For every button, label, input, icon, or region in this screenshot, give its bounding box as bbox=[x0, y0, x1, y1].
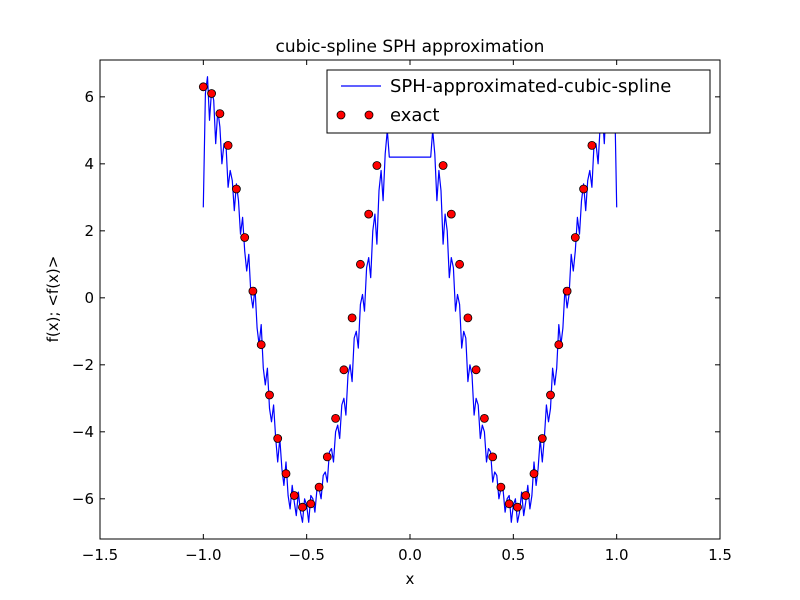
y-tick-label: 4 bbox=[84, 155, 94, 173]
axis-ticks: −1.5 −1.0 −0.5 0.0 0.5 1.0 1.5 −6 −4 −2 0 2 4 6 bbox=[72, 60, 732, 564]
exact-point bbox=[455, 259, 465, 269]
exact-point bbox=[529, 469, 539, 479]
exact-point bbox=[298, 502, 307, 512]
exact-point bbox=[446, 209, 456, 219]
exact-point bbox=[471, 365, 481, 375]
exact-point bbox=[273, 434, 283, 443]
x-tick-label: 0.5 bbox=[501, 546, 525, 564]
exact-point bbox=[223, 140, 233, 150]
exact-point bbox=[231, 184, 241, 194]
series-line-sph bbox=[202, 76, 618, 523]
exact-point bbox=[281, 469, 291, 479]
x-tick-label: −1.0 bbox=[185, 546, 221, 564]
exact-point bbox=[537, 434, 547, 443]
exact-point bbox=[355, 259, 365, 269]
exact-point bbox=[438, 161, 448, 170]
exact-point bbox=[521, 491, 531, 500]
exact-point bbox=[207, 89, 217, 98]
x-tick-label: −1.5 bbox=[82, 546, 118, 564]
exact-point bbox=[562, 286, 572, 296]
exact-point bbox=[479, 413, 489, 423]
exact-point bbox=[215, 109, 225, 118]
x-tick-label: 0.0 bbox=[398, 546, 422, 564]
exact-point bbox=[496, 482, 506, 492]
x-axis-label: x bbox=[406, 570, 415, 588]
legend-marker-swatch-1 bbox=[336, 110, 346, 120]
legend: SPH-approximated-cubic-spline exact bbox=[326, 69, 711, 134]
exact-point bbox=[347, 313, 357, 323]
exact-point bbox=[546, 390, 555, 400]
x-tick-label: 1.0 bbox=[605, 546, 629, 564]
exact-point bbox=[364, 209, 374, 219]
exact-point bbox=[256, 340, 266, 350]
exact-point bbox=[289, 491, 299, 500]
exact-point bbox=[265, 390, 274, 400]
exact-point bbox=[463, 313, 473, 323]
plot-area bbox=[198, 76, 618, 523]
exact-point bbox=[198, 82, 208, 92]
y-tick-label: 0 bbox=[84, 289, 94, 307]
exact-point bbox=[306, 499, 316, 509]
exact-point bbox=[314, 482, 324, 492]
x-tick-label: −0.5 bbox=[288, 546, 324, 564]
exact-point bbox=[240, 233, 250, 242]
exact-point bbox=[570, 233, 580, 242]
x-tick-label: 1.5 bbox=[708, 546, 732, 564]
legend-label-line: SPH-approximated-cubic-spline bbox=[390, 76, 671, 97]
exact-point bbox=[331, 413, 341, 423]
y-tick-label: −2 bbox=[72, 356, 94, 374]
exact-point bbox=[504, 499, 514, 509]
exact-point bbox=[587, 140, 597, 150]
legend-marker-swatch-2 bbox=[364, 110, 374, 120]
y-tick-label: 2 bbox=[84, 222, 94, 240]
exact-point bbox=[322, 452, 332, 462]
y-tick-label: −4 bbox=[72, 423, 94, 441]
exact-point bbox=[513, 502, 522, 512]
y-tick-label: −6 bbox=[72, 490, 94, 508]
exact-point bbox=[339, 365, 349, 375]
exact-point bbox=[372, 161, 382, 170]
y-tick-label: 6 bbox=[84, 88, 94, 106]
exact-point bbox=[579, 184, 588, 194]
exact-point bbox=[248, 286, 258, 296]
exact-point bbox=[554, 340, 564, 350]
chart-title: cubic-spline SPH approximation bbox=[276, 37, 545, 57]
legend-label-markers: exact bbox=[390, 105, 439, 126]
exact-point bbox=[488, 452, 498, 462]
legend-box bbox=[326, 69, 711, 134]
y-axis-label: f(x); <f(x)> bbox=[44, 256, 62, 343]
